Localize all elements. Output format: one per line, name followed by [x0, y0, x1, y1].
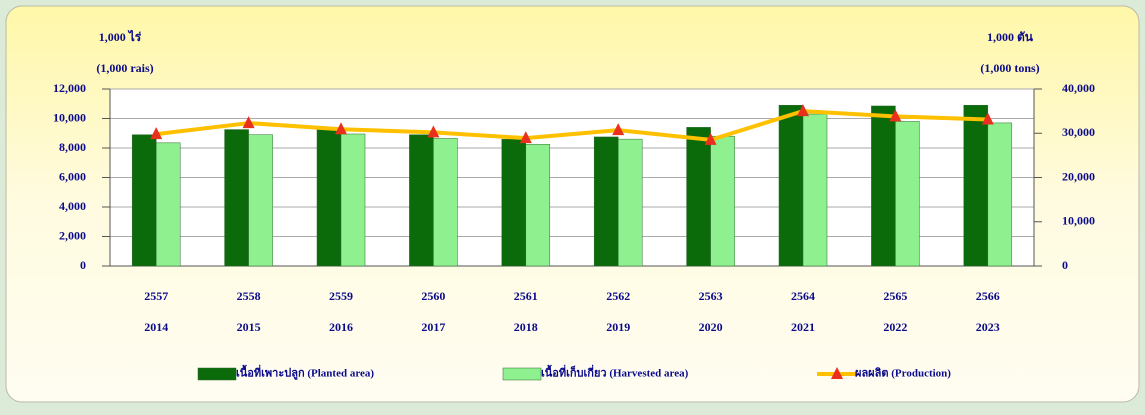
- marker: [797, 104, 809, 117]
- marker: [612, 123, 625, 136]
- x-tick-label: 2565: [883, 289, 907, 303]
- y2-tick-label: 40,000: [1062, 81, 1095, 95]
- x-tick-label-ce: 2022: [883, 320, 907, 334]
- bar: [131, 134, 157, 267]
- y-label-en: (1,000 rais): [96, 61, 153, 75]
- bar: [895, 121, 920, 267]
- x-tick-label-ce: 2015: [237, 320, 261, 334]
- bar: [501, 138, 527, 267]
- bar: [224, 129, 249, 267]
- x-tick-label-ce: 2018: [514, 320, 538, 334]
- x-tick-label-ce: 2019: [606, 320, 630, 334]
- x-tick-label-ce: 2017: [421, 320, 445, 334]
- bar: [248, 134, 273, 267]
- legend-swatch: [502, 367, 542, 381]
- x-tick-label: 2563: [699, 289, 723, 303]
- y-label: 1,000 ไร่: [99, 29, 142, 44]
- legend-marker: [831, 367, 843, 379]
- x-tick-label: 2560: [421, 289, 445, 303]
- marker: [150, 127, 163, 140]
- legend-label: เนื้อที่เก็บเกี่ยว (Harvested area): [541, 365, 689, 380]
- marker: [427, 125, 440, 138]
- bar: [433, 138, 458, 267]
- marker: [335, 122, 347, 135]
- y2-label-en: (1,000 tons): [980, 61, 1039, 75]
- bar: [686, 127, 711, 267]
- y-tick-label: 6,000: [59, 169, 86, 183]
- x-tick-label: 2566: [976, 289, 1000, 303]
- marker: [242, 116, 255, 129]
- x-tick-label: 2557: [144, 289, 168, 303]
- y-tick-label: 12,000: [53, 81, 86, 95]
- bar: [409, 134, 434, 267]
- x-tick-label: 2558: [237, 289, 261, 303]
- y2-tick-label: 20,000: [1062, 169, 1095, 183]
- bar: [155, 142, 181, 267]
- legend-swatch: [197, 367, 237, 381]
- marker: [519, 131, 532, 144]
- bar: [525, 144, 551, 267]
- x-tick-label-ce: 2021: [791, 320, 815, 334]
- marker: [704, 132, 717, 145]
- y2-tick-label: 10,000: [1062, 214, 1095, 228]
- legend-label: ผลผลิต (Production): [855, 367, 951, 380]
- bar: [316, 128, 342, 267]
- bar: [871, 105, 896, 267]
- bar: [778, 104, 804, 267]
- x-tick-label: 2564: [791, 289, 815, 303]
- y-tick-label: 4,000: [59, 199, 86, 213]
- legend-label: เนื้อที่เพาะปลูก (Planted area): [236, 365, 374, 381]
- marker: [889, 109, 902, 122]
- marker: [981, 112, 994, 125]
- x-tick-label-ce: 2014: [144, 320, 168, 334]
- y2-tick-label: 30,000: [1062, 125, 1095, 139]
- y-tick-label: 0: [80, 258, 86, 272]
- x-tick-label-ce: 2016: [329, 320, 353, 334]
- x-tick-label: 2562: [606, 289, 630, 303]
- y2-label: 1,000 ตัน: [987, 30, 1034, 44]
- bar: [987, 122, 1013, 267]
- bar: [617, 138, 643, 267]
- line: [155, 109, 988, 142]
- y-tick-label: 8,000: [59, 140, 86, 154]
- y-tick-label: 2,000: [59, 228, 86, 242]
- bar: [593, 136, 619, 267]
- x-tick-label: 2561: [514, 289, 538, 303]
- x-tick-label-ce: 2023: [976, 320, 1000, 334]
- x-tick-label-ce: 2020: [699, 320, 723, 334]
- bar: [802, 113, 828, 267]
- y-tick-label: 10,000: [53, 110, 86, 124]
- bar: [963, 104, 989, 267]
- bar: [710, 135, 735, 267]
- y2-tick-label: 0: [1062, 258, 1068, 272]
- bar: [340, 133, 366, 267]
- x-tick-label: 2559: [329, 289, 353, 303]
